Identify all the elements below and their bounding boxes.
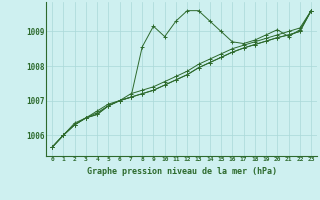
X-axis label: Graphe pression niveau de la mer (hPa): Graphe pression niveau de la mer (hPa) — [87, 167, 276, 176]
